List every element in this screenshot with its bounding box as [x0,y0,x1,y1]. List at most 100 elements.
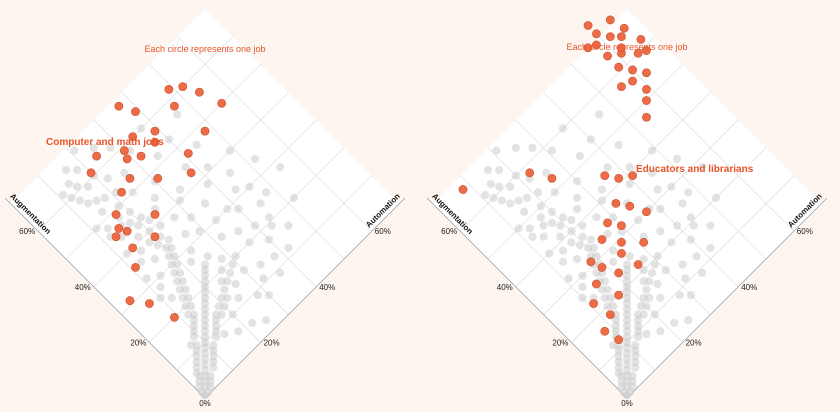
job-point [59,190,68,200]
job-point [609,246,618,255]
job-point [625,179,634,189]
chart-note: Each circle represents one job [566,42,687,52]
highlighted-job-point [619,23,629,33]
job-point [200,260,210,269]
job-point [89,143,98,152]
job-point [262,188,271,197]
highlighted-job-point [642,85,651,94]
job-point [156,221,165,230]
job-point [572,177,582,186]
highlight-category-label: Educators and librarians [636,164,754,175]
job-point [583,243,593,252]
highlighted-job-point [617,237,626,247]
job-point [73,165,82,175]
job-point [181,302,190,311]
highlighted-job-point [136,151,146,161]
highlighted-job-point [150,126,160,136]
job-point [547,146,557,155]
job-point [289,193,299,202]
highlighted-job-point [200,126,210,136]
job-point [681,274,690,283]
job-point [225,168,235,177]
job-point [217,254,226,264]
highlighted-job-point [128,243,138,253]
job-point [600,293,609,303]
job-point [595,110,604,119]
highlighted-job-point [600,326,610,336]
job-point [653,252,662,261]
gridline [571,64,767,260]
job-point [667,238,676,247]
job-point [689,221,698,230]
job-point [98,207,107,216]
gridline [543,91,739,288]
highlighted-job-point [458,185,468,194]
job-point [134,232,143,241]
job-point [622,260,632,269]
job-point [145,238,154,247]
job-point [92,196,101,205]
job-point [275,268,285,277]
job-point [103,174,112,183]
tick-label-automation: 40% [319,283,335,292]
job-point [625,252,634,261]
job-point [253,291,262,300]
job-point [106,143,115,152]
job-point [528,143,537,152]
tick-label-augmentation: 20% [130,338,146,347]
job-point [164,135,173,144]
job-point [170,213,179,222]
job-point [223,293,232,303]
job-point [578,282,587,291]
job-point [114,202,123,211]
job-point [209,341,218,350]
job-point [634,215,643,225]
tick-label-augmentation: 40% [75,283,91,292]
job-point [145,227,154,236]
job-point [539,221,548,230]
highlighted-job-point [111,210,121,219]
highlighted-job-point [114,224,124,233]
highlighted-job-point [589,299,599,308]
highlighted-job-point [597,262,607,272]
job-point [661,266,671,275]
highlighted-job-point [153,173,163,183]
highlighted-job-point [614,173,624,183]
job-point [603,163,612,172]
job-point [136,213,146,222]
tick-label-augmentation: 60% [441,227,457,236]
job-point [578,271,587,280]
job-point [545,249,554,258]
job-point [70,146,79,155]
job-point [631,341,640,350]
highlighted-job-point [628,171,637,180]
job-point [684,316,693,325]
gridline [121,91,317,288]
job-point [686,235,696,244]
job-point [539,232,548,241]
job-point [522,193,532,202]
job-point [497,196,506,205]
job-point [542,168,551,177]
highlighted-job-point [92,151,101,161]
job-point [558,246,568,255]
job-point [153,152,162,161]
highlighted-job-point [642,96,651,105]
tick-label-origin: 0% [199,399,211,408]
highlighted-job-point [605,32,615,41]
job-point [578,221,587,230]
job-point [120,168,129,177]
highlighted-job-point [583,43,593,53]
job-point [264,235,274,244]
gridline [37,175,234,371]
job-point [672,221,682,230]
highlighted-job-point [114,101,124,111]
job-point [536,202,545,211]
job-point [103,224,112,233]
highlighted-job-point [86,168,96,178]
job-point [203,179,212,189]
job-point [697,163,707,172]
job-point [533,188,543,197]
chart-panel-computer-math: 0%20% 20%40% 40%60% 60%Augmentation Automati… [4,8,406,408]
